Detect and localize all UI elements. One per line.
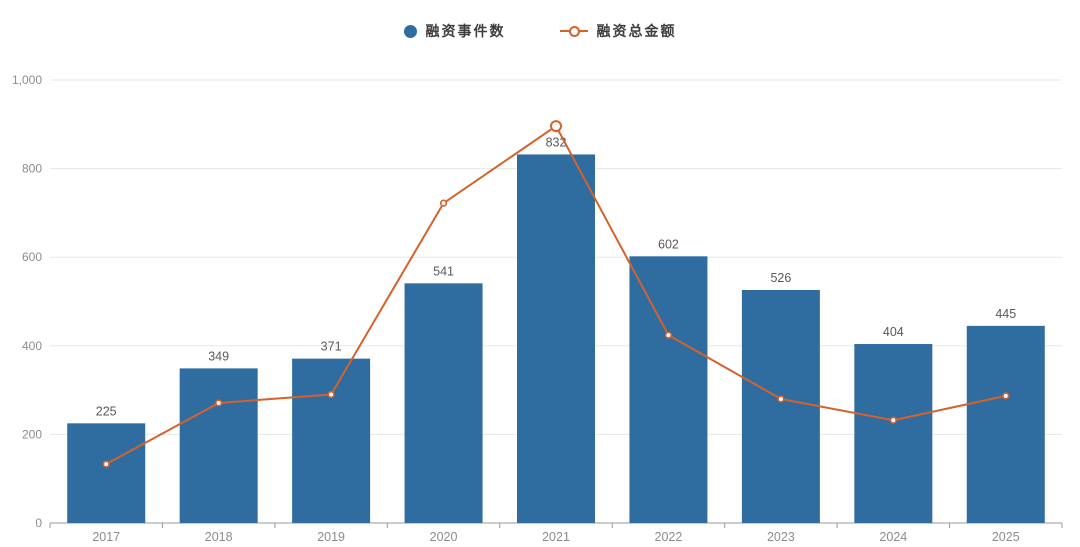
bar-value-label-2017: 225 <box>96 404 117 418</box>
x-tick-label-2020: 2020 <box>430 530 458 544</box>
line-point-2019[interactable] <box>327 390 335 399</box>
bar-2024[interactable] <box>854 344 933 523</box>
bar-value-label-2018: 349 <box>208 349 229 363</box>
line-point-2021[interactable] <box>550 120 562 133</box>
x-tick-label-2017: 2017 <box>92 530 120 544</box>
bar-value-label-2025: 445 <box>995 307 1016 321</box>
line-point-2025[interactable] <box>1002 392 1010 400</box>
x-tick-label-2024: 2024 <box>879 530 907 544</box>
x-tick-label-2022: 2022 <box>655 530 683 544</box>
bar-2025[interactable] <box>966 325 1045 523</box>
bar-2019[interactable] <box>292 358 371 523</box>
line-point-2024[interactable] <box>889 416 897 424</box>
y-tick-label: 400 <box>22 339 42 353</box>
y-tick-label: 0 <box>35 516 42 530</box>
bar-value-label-2020: 541 <box>433 264 454 278</box>
bar-value-label-2022: 602 <box>658 237 679 251</box>
line-point-2023[interactable] <box>777 395 785 403</box>
y-tick-label: 200 <box>22 427 42 441</box>
legend-item-funding-amount[interactable]: 融资总金额 <box>559 21 677 41</box>
line-marker-ring <box>568 25 580 37</box>
bar-2021[interactable] <box>517 154 595 523</box>
bar-value-label-2023: 526 <box>770 271 791 285</box>
x-tick-label-2025: 2025 <box>992 530 1020 544</box>
legend-item-funding-events[interactable]: 融资事件数 <box>403 21 506 41</box>
bar-2022[interactable] <box>629 256 708 523</box>
bar-2020[interactable] <box>404 283 483 523</box>
bar-series-legend-icon <box>403 24 417 38</box>
line-point-2017[interactable] <box>102 460 110 468</box>
bar-2023[interactable] <box>741 289 820 523</box>
line-point-2020[interactable] <box>439 199 448 207</box>
x-tick-label-2023: 2023 <box>767 530 795 544</box>
legend-label-funding-events: 融资事件数 <box>425 23 506 39</box>
bar-2018[interactable] <box>179 368 258 523</box>
line-point-2022[interactable] <box>664 331 673 339</box>
bar-2017[interactable] <box>67 423 146 523</box>
x-tick-label-2018: 2018 <box>205 530 233 544</box>
line-point-2018[interactable] <box>215 399 223 407</box>
bar-value-label-2024: 404 <box>883 325 904 339</box>
y-tick-label: 800 <box>22 162 42 176</box>
line-series-legend-icon <box>559 25 588 37</box>
y-tick-label: 600 <box>22 250 42 264</box>
bar-value-label-2021: 832 <box>546 135 567 149</box>
x-tick-label-2019: 2019 <box>317 530 345 544</box>
legend-label-funding-amount: 融资总金额 <box>596 23 677 39</box>
legend: 融资事件数 融资总金额 <box>0 20 1080 42</box>
y-tick-label: 1,000 <box>12 73 42 87</box>
x-tick-label-2021: 2021 <box>542 530 570 544</box>
bar-value-label-2019: 371 <box>321 340 342 354</box>
